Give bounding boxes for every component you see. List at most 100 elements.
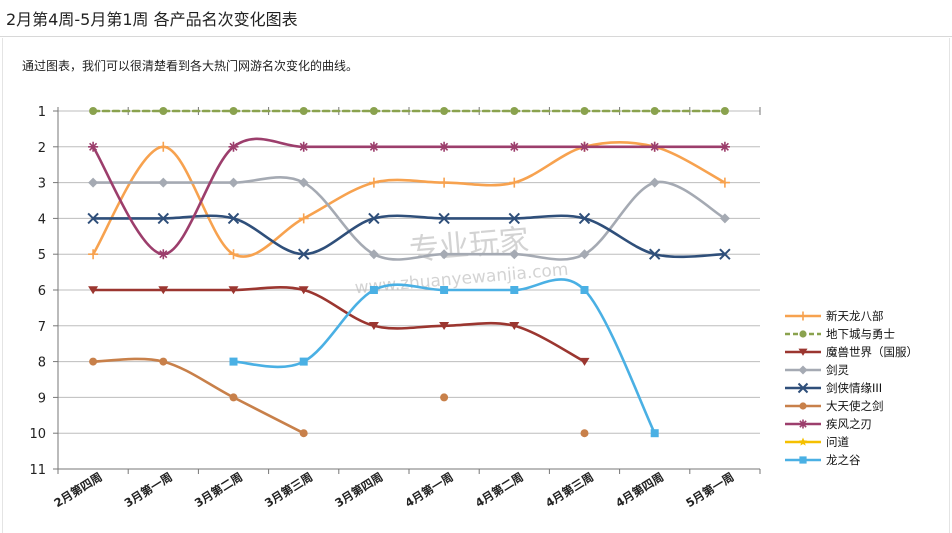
data-point xyxy=(440,107,449,115)
page-title: 2月第4周-5月第1周 各产品名次变化图表 xyxy=(6,10,298,29)
data-point xyxy=(509,322,520,331)
series-line xyxy=(91,214,727,259)
data-point xyxy=(229,393,238,402)
chart-panel xyxy=(2,38,950,533)
data-point xyxy=(719,248,731,260)
data-point xyxy=(158,286,169,295)
data-point xyxy=(229,357,238,366)
legend-label: 大天使之剑 xyxy=(826,399,884,413)
legend-label: 剑侠情缘III xyxy=(826,381,883,395)
data-point xyxy=(439,322,450,331)
x-tick-label: 4月第一周 xyxy=(402,470,455,510)
data-point xyxy=(369,107,378,115)
data-point xyxy=(88,141,99,152)
data-point xyxy=(228,249,239,260)
legend-label: 疾风之刃 xyxy=(826,417,872,431)
x-tick-label: 3月第三周 xyxy=(262,470,315,510)
legend-swatch xyxy=(785,419,821,429)
data-point xyxy=(369,286,378,294)
data-point xyxy=(650,429,659,438)
legend-swatch xyxy=(785,330,821,338)
data-point xyxy=(158,177,169,188)
series-6 xyxy=(89,357,589,438)
data-point xyxy=(508,212,521,225)
series-5 xyxy=(87,212,731,260)
y-tick-label: 9 xyxy=(38,391,46,406)
x-tick-label: 4月第二周 xyxy=(473,470,526,510)
data-point xyxy=(580,429,589,438)
series-7 xyxy=(88,137,730,260)
data-point xyxy=(158,141,169,152)
data-point xyxy=(228,141,239,152)
y-tick-label: 8 xyxy=(38,356,46,371)
data-point xyxy=(648,248,661,260)
series-line xyxy=(232,278,656,435)
x-tick-label: 4月第四周 xyxy=(613,470,666,510)
series-4 xyxy=(88,175,730,261)
data-point xyxy=(649,177,660,188)
y-tick-label: 6 xyxy=(38,284,46,299)
legend-swatch xyxy=(785,311,821,321)
data-point xyxy=(510,107,519,115)
data-point xyxy=(580,286,589,294)
data-point xyxy=(297,248,310,260)
legend-swatch xyxy=(785,456,821,464)
data-point xyxy=(87,212,99,225)
y-tick-label: 11 xyxy=(29,463,46,478)
legend-marker xyxy=(798,311,808,321)
data-point xyxy=(439,249,450,260)
series-2 xyxy=(89,107,729,115)
data-point xyxy=(88,249,99,260)
data-point xyxy=(509,249,520,260)
data-point xyxy=(578,212,591,225)
watermark-cn: 专业玩家 xyxy=(408,223,531,268)
x-tick-label: 2月第四周 xyxy=(51,470,104,510)
legend-marker xyxy=(797,382,809,394)
y-tick-label: 5 xyxy=(38,248,46,263)
data-point xyxy=(439,177,450,188)
data-point xyxy=(299,357,308,366)
data-point xyxy=(509,177,520,188)
data-point xyxy=(368,212,380,225)
legend-swatch xyxy=(785,382,821,394)
x-tick-label: 3月第一周 xyxy=(122,470,175,510)
legend-marker xyxy=(798,348,808,356)
data-point xyxy=(579,357,590,366)
legend-swatch xyxy=(785,437,821,446)
data-point xyxy=(650,107,659,115)
y-tick-label: 4 xyxy=(38,212,46,227)
data-point xyxy=(579,249,590,260)
legend-marker xyxy=(799,330,807,338)
data-point xyxy=(158,249,169,260)
legend-marker xyxy=(798,419,808,429)
legend-swatch xyxy=(785,348,821,356)
data-point xyxy=(580,107,589,115)
x-tick-label: 3月第二周 xyxy=(192,470,245,510)
data-point xyxy=(159,107,168,115)
legend-marker xyxy=(798,365,808,375)
data-point xyxy=(228,286,239,295)
data-point xyxy=(509,141,520,152)
data-point xyxy=(298,213,309,224)
x-tick-label: 5月第一周 xyxy=(683,470,736,510)
data-point xyxy=(298,286,309,295)
data-point xyxy=(649,141,660,152)
legend-marker xyxy=(799,402,807,410)
data-point xyxy=(440,393,449,402)
data-point xyxy=(88,177,99,188)
series-1 xyxy=(88,141,730,260)
y-axis-labels: 1 2 3 4 5 6 7 8 9 10 11 xyxy=(29,105,46,478)
series-line xyxy=(91,286,586,363)
data-point xyxy=(719,213,730,224)
data-point xyxy=(88,286,99,295)
data-point xyxy=(298,141,309,152)
y-tick-label: 10 xyxy=(29,427,46,442)
data-point xyxy=(438,212,450,225)
legend-swatch xyxy=(785,365,821,375)
data-point xyxy=(229,107,238,115)
legend-label: 问道 xyxy=(826,435,849,449)
series-3 xyxy=(88,286,590,366)
series-line xyxy=(91,141,727,258)
data-point xyxy=(89,107,98,115)
